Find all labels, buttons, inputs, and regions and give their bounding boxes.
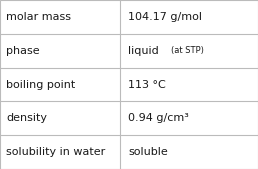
- Text: 0.94 g/cm³: 0.94 g/cm³: [128, 113, 189, 123]
- Text: density: density: [6, 113, 47, 123]
- Text: molar mass: molar mass: [6, 12, 71, 22]
- Text: boiling point: boiling point: [6, 79, 75, 90]
- Text: 104.17 g/mol: 104.17 g/mol: [128, 12, 202, 22]
- Text: solubility in water: solubility in water: [6, 147, 105, 157]
- Text: phase: phase: [6, 46, 40, 56]
- Text: (at STP): (at STP): [171, 46, 204, 55]
- Text: soluble: soluble: [128, 147, 168, 157]
- Text: liquid: liquid: [128, 46, 159, 56]
- Text: 113 °C: 113 °C: [128, 79, 166, 90]
